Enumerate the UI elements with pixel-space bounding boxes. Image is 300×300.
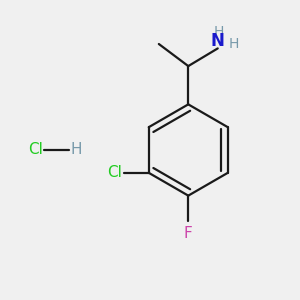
Text: F: F	[184, 226, 193, 241]
Text: Cl: Cl	[28, 142, 43, 158]
Text: H: H	[70, 142, 82, 158]
Text: Cl: Cl	[107, 165, 122, 180]
Text: H: H	[214, 25, 224, 39]
Text: H: H	[229, 37, 239, 51]
Text: N: N	[211, 32, 225, 50]
